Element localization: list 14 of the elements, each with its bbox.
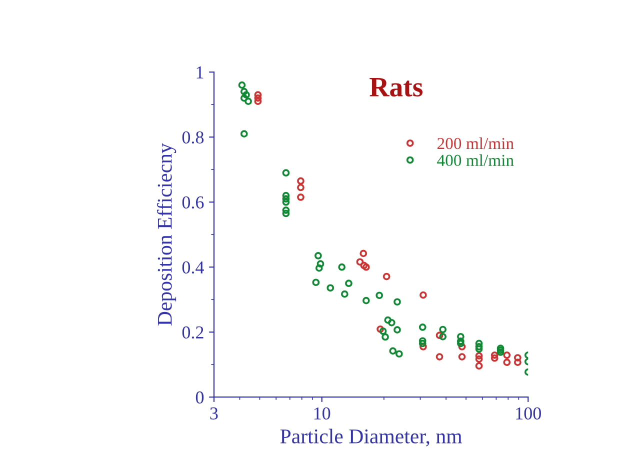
y-tick-label: 0: [196, 391, 204, 404]
legend-label: 400 ml/min: [437, 154, 514, 166]
y-tick-label: 0.8: [182, 131, 204, 144]
y-tick-label: 0.2: [182, 326, 204, 339]
legend-label: 200 ml/min: [437, 137, 514, 150]
x-tick-label: 100: [516, 407, 541, 420]
x-axis-title: Particle Diameter, nm: [280, 428, 462, 446]
y-tick-label: 1: [196, 66, 204, 78]
x-tick-label: 10: [314, 407, 330, 420]
y-tick-label: 0.4: [182, 261, 204, 274]
y-tick-label: 0.6: [182, 196, 204, 209]
y-axis-title: Deposition Efficiecny: [156, 143, 176, 326]
x-tick-label: 3: [210, 407, 218, 420]
chart-title: Rats: [370, 78, 423, 97]
